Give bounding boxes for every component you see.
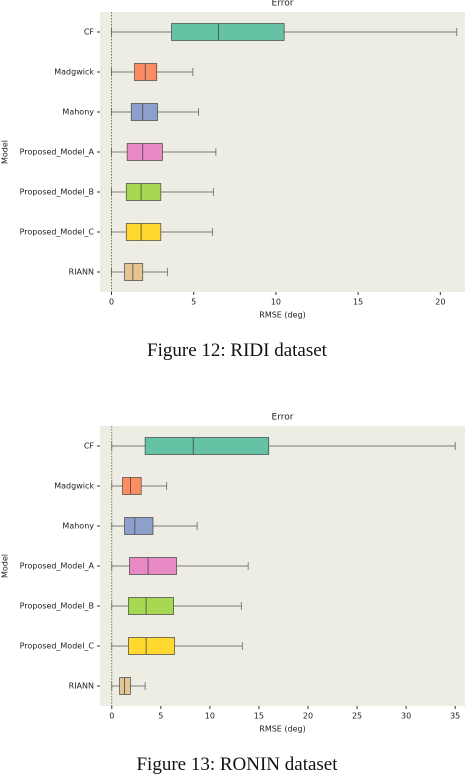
box bbox=[128, 637, 175, 655]
chart: Error RMSE (deg) Model 0 5 10 15 20 25 30 35 CF Madg… bbox=[1, 413, 465, 734]
y-tick-label: Proposed_Model_C bbox=[20, 642, 95, 651]
box bbox=[129, 557, 177, 575]
box bbox=[134, 63, 158, 81]
chart-title: Error bbox=[272, 0, 294, 9]
y-tick-label: Madgwick bbox=[54, 68, 94, 77]
y-tick-label: Proposed_Model_B bbox=[20, 602, 94, 611]
y-tick-label: Mahony bbox=[62, 108, 94, 117]
x-axis-label: RMSE (deg) bbox=[259, 725, 305, 734]
y-tick-label: Proposed_Model_A bbox=[20, 148, 95, 157]
figure-caption: Figure 13: RONIN dataset bbox=[136, 754, 338, 775]
chart: Error RMSE (deg) Model 0 5 10 15 20 CF Madgwick Ma… bbox=[1, 0, 465, 320]
y-tick-label: Proposed_Model_B bbox=[20, 188, 94, 197]
x-tick-label: 0 bbox=[109, 712, 114, 721]
x-tick-label: 20 bbox=[303, 712, 313, 721]
box bbox=[119, 677, 131, 695]
x-axis-label: RMSE (deg) bbox=[259, 311, 305, 320]
box bbox=[124, 517, 154, 535]
x-tick-label: 20 bbox=[435, 298, 445, 307]
x-tick-label: 15 bbox=[254, 712, 264, 721]
x-tick-label: 30 bbox=[401, 712, 411, 721]
box bbox=[130, 103, 158, 121]
x-tick-label: 10 bbox=[271, 298, 281, 307]
box bbox=[125, 223, 162, 241]
x-tick-label: 15 bbox=[353, 298, 363, 307]
box bbox=[171, 23, 285, 41]
x-tick-label: 5 bbox=[158, 712, 163, 721]
box bbox=[125, 183, 162, 201]
box bbox=[124, 263, 144, 281]
box bbox=[144, 437, 270, 455]
box bbox=[126, 143, 163, 161]
x-tick-label: 25 bbox=[352, 712, 362, 721]
x-tick-label: 5 bbox=[191, 298, 196, 307]
figure-caption: Figure 12: RIDI dataset bbox=[147, 340, 327, 361]
y-tick-label: Proposed_Model_A bbox=[20, 562, 95, 571]
y-tick-label: Madgwick bbox=[54, 482, 94, 491]
y-axis-label: Model bbox=[1, 140, 10, 164]
x-tick-label: 35 bbox=[450, 712, 460, 721]
y-tick-label: CF bbox=[84, 442, 95, 451]
x-tick-label: 10 bbox=[205, 712, 215, 721]
box bbox=[122, 477, 142, 495]
y-tick-label: CF bbox=[84, 28, 95, 37]
y-tick-label: Mahony bbox=[62, 522, 94, 531]
y-tick-label: Proposed_Model_C bbox=[20, 228, 95, 237]
y-tick-label: RIANN bbox=[69, 682, 94, 691]
y-tick-label: RIANN bbox=[69, 268, 94, 277]
y-axis-label: Model bbox=[1, 554, 10, 578]
chart-title: Error bbox=[272, 413, 294, 423]
box bbox=[128, 597, 174, 615]
x-tick-label: 0 bbox=[109, 298, 114, 307]
